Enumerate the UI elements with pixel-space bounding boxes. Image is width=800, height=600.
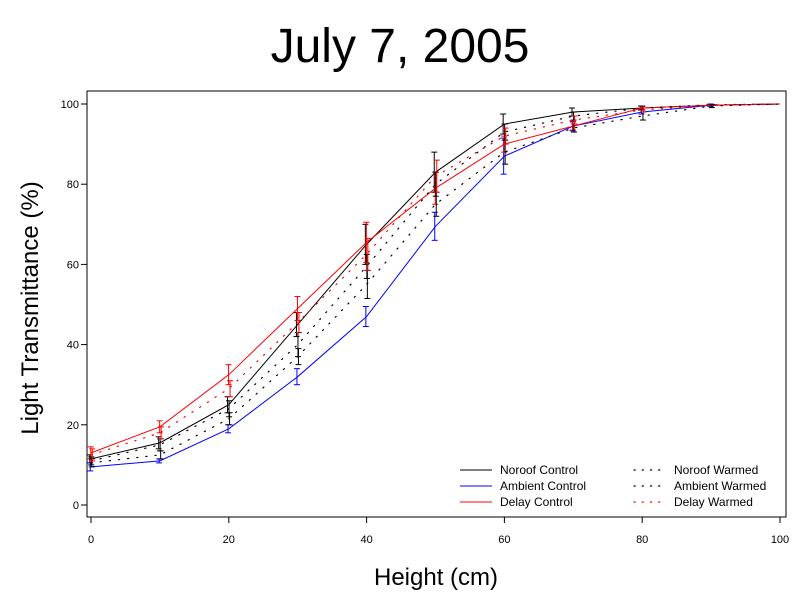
error-bar bbox=[294, 295, 301, 322]
series-delay-warmed bbox=[89, 103, 781, 462]
legend-item-delay-control: Delay Control bbox=[460, 495, 573, 509]
error-bar bbox=[571, 115, 578, 125]
x-tick-label: 40 bbox=[360, 534, 372, 546]
error-bar bbox=[433, 159, 440, 193]
plot-area-frame bbox=[86, 90, 787, 518]
legend: Noroof Control Ambient Control Delay Contr… bbox=[460, 463, 766, 509]
legend-item-ambient-warmed: Ambient Warmed bbox=[633, 479, 766, 493]
error-bar bbox=[639, 111, 646, 121]
legend-label: Noroof Control bbox=[500, 463, 578, 477]
series-line-delay-control bbox=[90, 103, 781, 454]
error-bar bbox=[364, 269, 371, 299]
error-bar bbox=[708, 103, 715, 109]
error-bar bbox=[224, 396, 231, 414]
chart-title: July 7, 2005 bbox=[271, 20, 530, 73]
error-bar bbox=[293, 368, 300, 386]
series-line-ambient-control bbox=[90, 103, 781, 468]
error-bar bbox=[502, 127, 509, 145]
y-tick-label: 40 bbox=[67, 340, 79, 352]
error-bar bbox=[158, 426, 165, 440]
x-tick-label: 60 bbox=[498, 534, 510, 546]
y-tick-label: 100 bbox=[61, 99, 79, 111]
y-axis-ticks: 0 20 40 60 80 100 bbox=[61, 99, 87, 512]
series-noroof-control bbox=[86, 103, 781, 464]
y-tick-label: 0 bbox=[73, 500, 79, 512]
error-bar bbox=[295, 312, 302, 334]
x-tick-label: 0 bbox=[88, 534, 94, 546]
legend-label: Ambient Control bbox=[500, 479, 586, 493]
legend-label: Delay Warmed bbox=[674, 495, 753, 509]
y-tick-label: 20 bbox=[67, 420, 79, 432]
error-bar bbox=[364, 237, 371, 271]
x-tick-label: 100 bbox=[771, 534, 789, 546]
series-line-delay-warmed bbox=[90, 103, 781, 456]
error-bar bbox=[225, 364, 232, 386]
legend-label: Delay Control bbox=[500, 495, 573, 509]
series-line-noroof-control bbox=[90, 103, 781, 460]
error-bar bbox=[226, 412, 233, 426]
legend-item-noroof-warmed: Noroof Warmed bbox=[633, 463, 758, 477]
series-line-noroof-warmed bbox=[90, 103, 781, 462]
series-layer bbox=[86, 103, 781, 472]
y-tick-label: 60 bbox=[67, 259, 79, 271]
x-axis-ticks: 0 20 40 60 80 100 bbox=[88, 517, 789, 546]
legend-label: Ambient Warmed bbox=[674, 479, 766, 493]
x-tick-label: 80 bbox=[636, 534, 648, 546]
y-axis-label: Light Transmittance (%) bbox=[17, 181, 44, 434]
x-axis-label: Height (cm) bbox=[374, 564, 498, 591]
series-ambient-control bbox=[87, 103, 781, 472]
series-line-ambient-warmed bbox=[90, 103, 781, 464]
legend-item-ambient-control: Ambient Control bbox=[460, 479, 586, 493]
error-bar bbox=[227, 380, 234, 398]
legend-item-noroof-control: Noroof Control bbox=[460, 463, 578, 477]
legend-label: Noroof Warmed bbox=[674, 463, 758, 477]
error-bar bbox=[157, 450, 164, 460]
error-bar bbox=[89, 448, 96, 462]
error-bar bbox=[640, 107, 647, 113]
y-tick-label: 80 bbox=[67, 179, 79, 191]
error-bar bbox=[295, 348, 302, 366]
x-tick-label: 20 bbox=[223, 534, 235, 546]
legend-item-delay-warmed: Delay Warmed bbox=[633, 495, 753, 509]
error-bar bbox=[225, 424, 232, 434]
error-bar bbox=[362, 306, 369, 328]
